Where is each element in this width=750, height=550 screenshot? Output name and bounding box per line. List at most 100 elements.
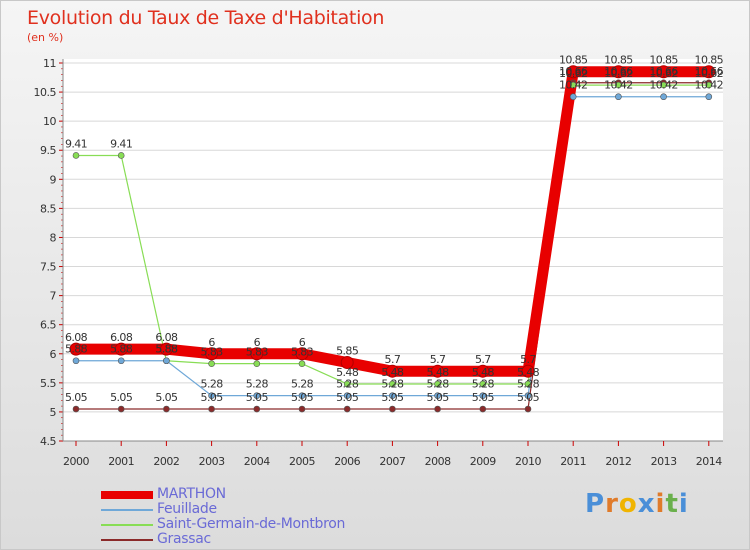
x-tick-label: 2000: [63, 455, 89, 468]
data-label: 6.08: [65, 331, 88, 344]
chart-title: Evolution du Taux de Taxe d'Habitation: [27, 7, 385, 29]
data-label: 5.05: [291, 391, 314, 404]
legend-swatch: [101, 491, 153, 499]
data-label: 5.83: [201, 346, 224, 359]
data-label: 5.05: [336, 391, 359, 404]
data-point: [702, 65, 716, 79]
data-label: 5.88: [110, 343, 133, 356]
data-label: 10.66: [604, 65, 633, 78]
logo-letter: o: [618, 489, 638, 519]
x-tick-label: 2012: [605, 455, 631, 468]
data-label: 6: [299, 336, 306, 349]
data-label: 10.85: [559, 54, 588, 67]
data-point: [205, 347, 219, 361]
data-label: 5.28: [427, 378, 450, 391]
logo-letter: i: [678, 489, 689, 519]
data-label: 5.88: [155, 343, 178, 356]
data-point: [479, 380, 487, 388]
data-point: [208, 360, 215, 367]
data-point: [524, 380, 532, 388]
series-points: [69, 65, 716, 413]
data-label: 6.08: [155, 331, 178, 344]
legend-swatch: [101, 539, 153, 541]
data-label: 5.48: [381, 366, 404, 379]
data-label: 5.7: [430, 353, 446, 366]
y-tick-label: 9.5: [40, 144, 56, 157]
data-label: 5.05: [155, 391, 178, 404]
legend: MARTHON Feuillade Saint-Germain-de-Montbro…: [101, 486, 401, 547]
data-label: 5.05: [472, 391, 495, 404]
data-label: 5.05: [427, 391, 450, 404]
data-point: [479, 392, 487, 399]
data-label: 10.62: [604, 67, 633, 80]
data-label: 10.66: [649, 65, 678, 78]
data-point: [343, 405, 351, 413]
x-tick-label: 2001: [108, 455, 134, 468]
data-point: [521, 364, 535, 378]
data-point: [476, 364, 490, 378]
data-point: [163, 357, 170, 365]
logo-letter: P: [585, 489, 606, 519]
data-label: 5.48: [336, 366, 359, 379]
legend-item: MARTHON: [101, 486, 401, 502]
data-label: 9.41: [65, 137, 87, 150]
data-point: [705, 81, 713, 89]
data-label: 5.05: [246, 391, 269, 404]
data-point: [657, 65, 671, 79]
data-label: 5.28: [336, 378, 359, 391]
data-point: [615, 93, 622, 101]
data-point: [114, 342, 128, 356]
data-label: 5.48: [427, 366, 450, 379]
data-point: [389, 405, 396, 413]
data-label: 10.42: [604, 79, 633, 92]
data-point: [385, 364, 399, 378]
y-tick-label: 4.5: [40, 435, 56, 448]
data-point: [524, 392, 532, 399]
data-label: 10.62: [695, 67, 724, 80]
chart-unit: (en %): [27, 31, 64, 44]
data-label: 5.85: [336, 344, 359, 357]
data-label: 5.48: [517, 366, 540, 379]
y-tick-label: 8.5: [40, 202, 56, 215]
data-point: [524, 405, 532, 413]
data-label: 5.28: [246, 378, 269, 391]
legend-item: Feuillade: [101, 501, 401, 517]
y-tick-label: 5: [50, 406, 57, 419]
data-point: [479, 405, 487, 413]
data-point: [72, 357, 80, 365]
data-point: [611, 65, 625, 79]
data-label: 5.05: [201, 391, 224, 404]
x-tick-label: 2003: [199, 455, 225, 468]
data-point: [208, 392, 215, 399]
data-labels: 5.05 5.05 5.05 5.05 5.05 5.05 5.05 5.05 5.05 5.05…: [65, 54, 724, 404]
legend-label: Saint-Germain-de-Montbron: [157, 516, 346, 532]
legend-swatch: [101, 509, 153, 511]
data-point: [389, 392, 396, 399]
y-tick-label: 6: [50, 348, 57, 361]
x-tick-label: 2004: [244, 455, 270, 468]
y-tick-label: 6.5: [40, 319, 56, 332]
data-point: [434, 392, 441, 399]
data-label: 10.62: [649, 67, 678, 80]
data-point: [117, 405, 125, 413]
data-point: [340, 355, 354, 369]
y-tick-label: 10: [43, 115, 56, 128]
data-label: 5.88: [155, 343, 178, 356]
data-point: [72, 152, 80, 159]
legend-item: Grassac: [101, 531, 401, 547]
data-point: [253, 405, 261, 413]
data-point: [250, 347, 264, 361]
data-label: 5.83: [291, 346, 314, 359]
data-point: [660, 81, 667, 89]
x-tick-label: 2005: [289, 455, 315, 468]
data-point: [705, 93, 713, 101]
data-label: 5.05: [110, 391, 133, 404]
data-label: 5.05: [517, 391, 540, 404]
data-label: 6: [254, 336, 261, 349]
y-tick-label: 5.5: [40, 377, 56, 390]
y-tick-label: 10.5: [34, 86, 57, 99]
data-label: 5.28: [201, 378, 224, 391]
x-tick-label: 2014: [696, 455, 722, 468]
data-label: 5.48: [472, 366, 495, 379]
x-tick-label: 2002: [153, 455, 179, 468]
